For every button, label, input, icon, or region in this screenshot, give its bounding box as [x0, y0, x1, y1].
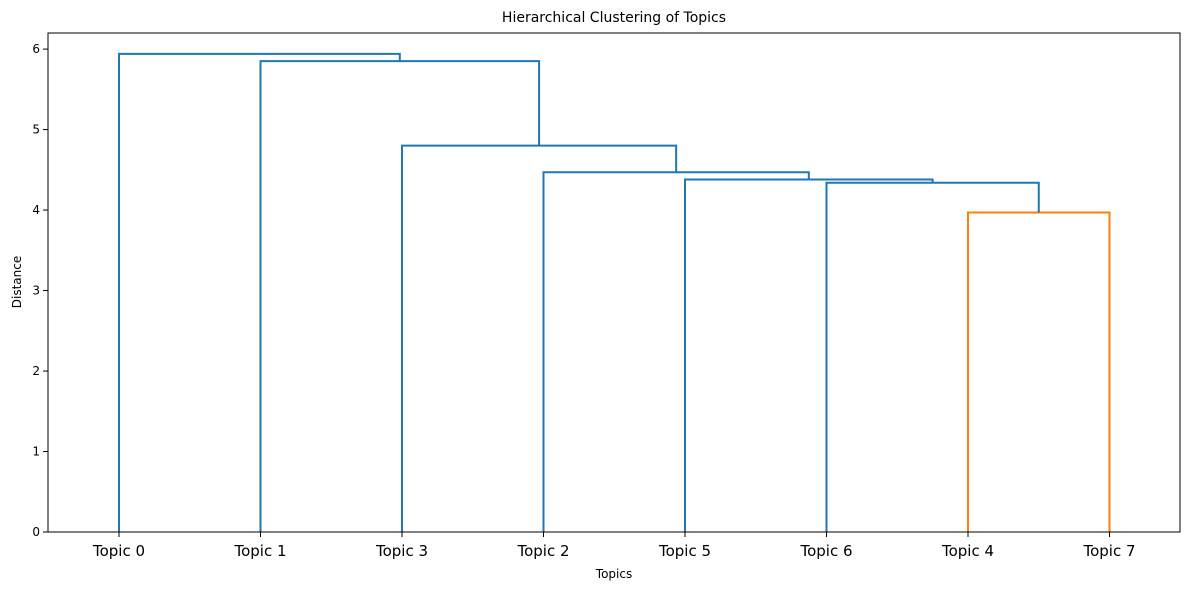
- plot-frame: [47, 32, 1181, 533]
- y-tick-label: 4: [32, 203, 40, 217]
- dendrogram-link: [118, 52, 401, 532]
- y-tick-label: 0: [32, 525, 40, 539]
- x-tick-label: Topic 6: [799, 542, 852, 560]
- dendrogram-link: [542, 171, 810, 532]
- x-axis: Topic 0 Topic 1 Topic 3 Topic 2 Topic 5 Topic…: [92, 532, 1136, 560]
- dendrogram-link: [967, 211, 1111, 532]
- x-tick-label: Topic 4: [941, 542, 994, 560]
- x-tick-label: Topic 2: [516, 542, 569, 560]
- dendrogram-links: [118, 52, 1111, 532]
- x-tick-label: Topic 1: [233, 542, 286, 560]
- x-tick-label: Topic 7: [1082, 542, 1135, 560]
- y-tick-label: 2: [32, 364, 40, 378]
- y-tick-label: 3: [32, 284, 40, 298]
- x-tick-label: Topic 5: [658, 542, 711, 560]
- y-axis-label: Distance: [10, 256, 24, 308]
- x-tick-label: Topic 3: [375, 542, 428, 560]
- chart-title: Hierarchical Clustering of Topics: [502, 10, 726, 26]
- dendrogram-link: [825, 181, 1040, 532]
- dendrogram-link: [684, 178, 934, 532]
- x-axis-label: Topics: [595, 567, 632, 581]
- y-tick-label: 6: [32, 42, 40, 56]
- dendrogram-link: [401, 144, 678, 532]
- y-tick-label: 5: [32, 123, 40, 137]
- y-axis: 0 1 2 3 4 5 6: [32, 42, 48, 539]
- y-tick-label: 1: [32, 445, 40, 459]
- x-tick-label: Topic 0: [92, 542, 145, 560]
- dendrogram-link: [259, 60, 541, 532]
